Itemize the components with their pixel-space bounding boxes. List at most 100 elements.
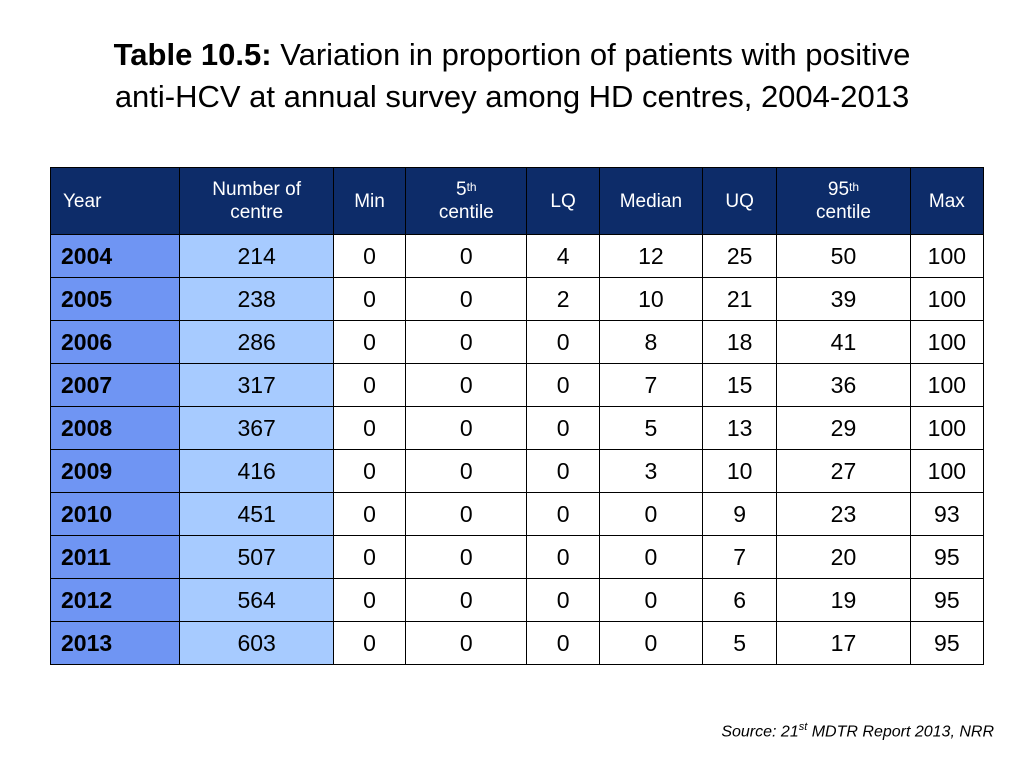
centre-count-cell: 367 bbox=[179, 406, 334, 450]
centre-count-cell: 286 bbox=[179, 320, 334, 364]
uq-cell: 15 bbox=[702, 363, 778, 407]
lq-cell: 0 bbox=[526, 320, 600, 364]
lq-cell: 4 bbox=[526, 234, 600, 278]
header-min: Min bbox=[332, 167, 407, 235]
max-cell: 93 bbox=[909, 492, 985, 536]
year-cell: 2009 bbox=[49, 449, 181, 493]
source-superscript: st bbox=[798, 721, 808, 733]
max-cell: 95 bbox=[909, 578, 985, 622]
table-row: 2009 416 0 0 0 3 10 27 100 bbox=[49, 449, 985, 493]
centre-count-cell: 238 bbox=[179, 277, 334, 321]
lq-cell: 0 bbox=[526, 535, 600, 579]
min-cell: 0 bbox=[332, 277, 407, 321]
header-lq: LQ bbox=[526, 167, 600, 235]
p95-cell: 27 bbox=[776, 449, 911, 493]
median-cell: 3 bbox=[598, 449, 704, 493]
year-cell: 2004 bbox=[49, 234, 181, 278]
max-cell: 95 bbox=[909, 621, 985, 665]
p5-cell: 0 bbox=[405, 277, 528, 321]
uq-cell: 21 bbox=[702, 277, 778, 321]
uq-cell: 7 bbox=[702, 535, 778, 579]
title-line-1: Table 10.5: Variation in proportion of p… bbox=[0, 34, 1024, 76]
header-p5-number: 5 bbox=[456, 179, 467, 200]
header-p95-superscript: th bbox=[849, 180, 860, 194]
median-cell: 5 bbox=[598, 406, 704, 450]
centre-count-cell: 564 bbox=[179, 578, 334, 622]
median-cell: 7 bbox=[598, 363, 704, 407]
uq-cell: 10 bbox=[702, 449, 778, 493]
min-cell: 0 bbox=[332, 234, 407, 278]
p5-cell: 0 bbox=[405, 492, 528, 536]
table-row: 2012 564 0 0 0 0 6 19 95 bbox=[49, 578, 985, 622]
centre-count-cell: 317 bbox=[179, 363, 334, 407]
year-cell: 2006 bbox=[49, 320, 181, 364]
table-row: 2011 507 0 0 0 0 7 20 95 bbox=[49, 535, 985, 579]
table-number-label: Table 10.5: bbox=[113, 37, 272, 72]
max-cell: 100 bbox=[909, 234, 985, 278]
lq-cell: 0 bbox=[526, 363, 600, 407]
centre-count-cell: 451 bbox=[179, 492, 334, 536]
uq-cell: 9 bbox=[702, 492, 778, 536]
p95-cell: 20 bbox=[776, 535, 911, 579]
table-row: 2010 451 0 0 0 0 9 23 93 bbox=[49, 492, 985, 536]
p95-cell: 19 bbox=[776, 578, 911, 622]
centre-count-cell: 214 bbox=[179, 234, 334, 278]
p5-cell: 0 bbox=[405, 535, 528, 579]
median-cell: 0 bbox=[598, 492, 704, 536]
p95-cell: 36 bbox=[776, 363, 911, 407]
median-cell: 0 bbox=[598, 578, 704, 622]
p95-cell: 41 bbox=[776, 320, 911, 364]
source-suffix: MDTR Report 2013, NRR bbox=[807, 723, 994, 741]
header-p95-word: centile bbox=[816, 202, 871, 223]
year-cell: 2013 bbox=[49, 621, 181, 665]
min-cell: 0 bbox=[332, 320, 407, 364]
median-cell: 0 bbox=[598, 535, 704, 579]
title-text-1: Variation in proportion of patients with… bbox=[280, 37, 911, 72]
lq-cell: 0 bbox=[526, 406, 600, 450]
lq-cell: 0 bbox=[526, 578, 600, 622]
median-cell: 12 bbox=[598, 234, 704, 278]
table-row: 2004 214 0 0 4 12 25 50 100 bbox=[49, 234, 985, 278]
p5-cell: 0 bbox=[405, 621, 528, 665]
header-number-of-centre: Number of centre bbox=[179, 167, 334, 235]
max-cell: 100 bbox=[909, 406, 985, 450]
min-cell: 0 bbox=[332, 363, 407, 407]
min-cell: 0 bbox=[332, 449, 407, 493]
min-cell: 0 bbox=[332, 535, 407, 579]
p5-cell: 0 bbox=[405, 406, 528, 450]
header-5th-centile: 5th centile bbox=[405, 167, 528, 235]
header-row: Year Number of centre Min 5th centile LQ… bbox=[49, 167, 985, 235]
header-p5-word: centile bbox=[438, 202, 494, 223]
median-cell: 8 bbox=[598, 320, 704, 364]
p95-cell: 17 bbox=[776, 621, 911, 665]
year-cell: 2010 bbox=[49, 492, 181, 536]
median-cell: 10 bbox=[598, 277, 704, 321]
max-cell: 100 bbox=[909, 320, 985, 364]
header-centre-line-2: centre bbox=[230, 202, 284, 223]
table-row: 2013 603 0 0 0 0 5 17 95 bbox=[49, 621, 985, 665]
header-uq: UQ bbox=[702, 167, 778, 235]
source-note: Source: 21st MDTR Report 2013, NRR bbox=[721, 721, 994, 741]
year-cell: 2005 bbox=[49, 277, 181, 321]
slide-title: Table 10.5: Variation in proportion of p… bbox=[0, 34, 1024, 118]
centre-count-cell: 603 bbox=[179, 621, 334, 665]
header-max: Max bbox=[909, 167, 985, 235]
min-cell: 0 bbox=[332, 406, 407, 450]
p5-cell: 0 bbox=[405, 363, 528, 407]
max-cell: 100 bbox=[909, 363, 985, 407]
max-cell: 100 bbox=[909, 277, 985, 321]
uq-cell: 25 bbox=[702, 234, 778, 278]
header-p5-superscript: th bbox=[466, 180, 477, 194]
uq-cell: 6 bbox=[702, 578, 778, 622]
p95-cell: 29 bbox=[776, 406, 911, 450]
p5-cell: 0 bbox=[405, 578, 528, 622]
centre-count-cell: 416 bbox=[179, 449, 334, 493]
max-cell: 100 bbox=[909, 449, 985, 493]
p95-cell: 23 bbox=[776, 492, 911, 536]
min-cell: 0 bbox=[332, 621, 407, 665]
hcv-variation-table: Year Number of centre Min 5th centile LQ… bbox=[49, 167, 985, 665]
min-cell: 0 bbox=[332, 492, 407, 536]
table-row: 2008 367 0 0 0 5 13 29 100 bbox=[49, 406, 985, 450]
lq-cell: 2 bbox=[526, 277, 600, 321]
uq-cell: 5 bbox=[702, 621, 778, 665]
